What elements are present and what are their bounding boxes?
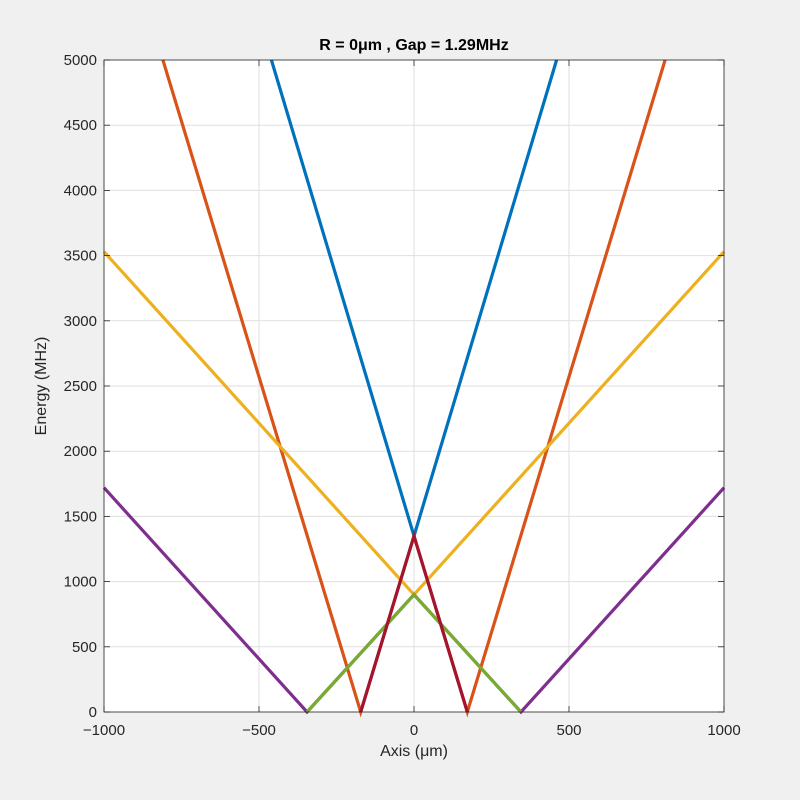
- chart-title: R = 0μm , Gap = 1.29MHz: [319, 37, 508, 54]
- x-tick-label: −500: [242, 722, 276, 739]
- y-tick-label: 3500: [64, 248, 97, 265]
- x-tick-label: 1000: [707, 722, 740, 739]
- y-tick-label: 1500: [64, 508, 97, 525]
- y-tick-label: 5000: [64, 52, 97, 69]
- y-tick-label: 500: [72, 639, 97, 656]
- y-tick-label: 2000: [64, 443, 97, 460]
- series-line-5: [305, 592, 523, 714]
- y-tick-label: 3000: [64, 313, 97, 330]
- x-tick-label: −1000: [83, 722, 125, 739]
- series-line-6: [359, 530, 469, 713]
- x-tick-label: 500: [556, 722, 581, 739]
- y-tick-label: 4500: [64, 117, 97, 134]
- y-tick-label: 0: [89, 704, 97, 721]
- y-tick-label: 1000: [64, 574, 97, 591]
- grid: [103, 59, 725, 713]
- x-axis-label: Axis (μm): [380, 743, 448, 760]
- x-tick-label: 0: [410, 722, 418, 739]
- ticks: −1000 −500 0 500 1000 0 500 1000 1500 2000 2500 300…: [64, 52, 741, 739]
- y-tick-label: 4000: [64, 182, 97, 199]
- y-tick-label: 2500: [64, 378, 97, 395]
- y-axis-label: Energy (MHz): [33, 337, 50, 436]
- series-group: [102, 59, 726, 718]
